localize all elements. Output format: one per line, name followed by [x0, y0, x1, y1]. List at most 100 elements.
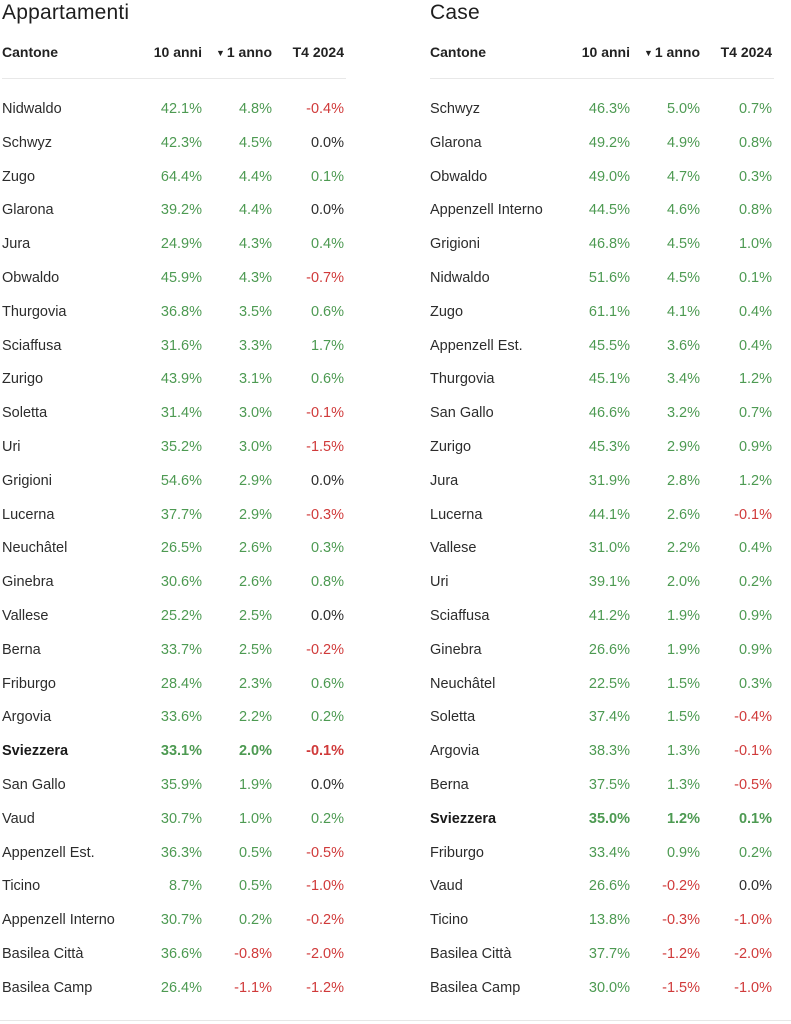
value-t4-2024: 0.2%	[310, 810, 344, 827]
canton-name: Basilea Città	[2, 945, 84, 962]
canton-name: San Gallo	[430, 405, 494, 422]
table-row: Basilea Città 37.7% -1.2% -2.0%	[430, 938, 774, 972]
value-10-anni: 31.0%	[588, 540, 630, 557]
value-10-anni: 44.5%	[588, 202, 630, 219]
table-row: Uri 35.2% 3.0% -1.5%	[2, 431, 346, 465]
value-1-anno: -1.2%	[662, 945, 700, 962]
canton-name: Obwaldo	[2, 269, 60, 286]
bottom-divider	[0, 1020, 791, 1021]
value-t4-2024: 0.9%	[738, 607, 772, 624]
value-1-anno: 2.5%	[238, 641, 272, 658]
canton-name: Appenzell Est.	[430, 337, 523, 354]
value-t4-2024: -0.5%	[734, 776, 772, 793]
canton-name: Thurgovia	[2, 303, 67, 320]
header-10-anni[interactable]: 10 anni	[153, 44, 202, 60]
value-1-anno: 1.5%	[666, 675, 700, 692]
canton-name: Basilea Camp	[430, 979, 521, 996]
canton-name: Friburgo	[430, 844, 484, 861]
value-1-anno: 0.9%	[666, 844, 700, 861]
value-1-anno: 4.3%	[238, 236, 272, 253]
canton-name: Glarona	[430, 134, 482, 151]
canton-name: Zugo	[430, 303, 464, 320]
value-1-anno: 3.4%	[666, 371, 700, 388]
value-10-anni: 25.2%	[160, 607, 202, 624]
table-row: Appenzell Interno 30.7% 0.2% -0.2%	[2, 904, 346, 938]
value-10-anni: 43.9%	[160, 371, 202, 388]
value-t4-2024: 0.3%	[738, 675, 772, 692]
value-t4-2024: 0.4%	[738, 337, 772, 354]
value-10-anni: 13.8%	[588, 912, 630, 929]
value-10-anni: 26.6%	[588, 878, 630, 895]
table-row: Berna 33.7% 2.5% -0.2%	[2, 634, 346, 668]
header-1-anno[interactable]: ▼ 1 anno	[215, 44, 272, 60]
header-cantone[interactable]: Cantone	[2, 44, 58, 60]
value-t4-2024: -0.4%	[734, 709, 772, 726]
header-t4-2024[interactable]: T4 2024	[292, 44, 344, 60]
table-row: Argovia 33.6% 2.2% 0.2%	[2, 701, 346, 735]
canton-name: Uri	[2, 438, 21, 455]
table-row: Zugo 61.1% 4.1% 0.4%	[430, 296, 774, 330]
table-row: Jura 31.9% 2.8% 1.2%	[430, 465, 774, 499]
header-cantone[interactable]: Cantone	[430, 44, 486, 60]
table-row: Grigioni 54.6% 2.9% 0.0%	[2, 465, 346, 499]
header-1-anno[interactable]: ▼ 1 anno	[643, 44, 700, 60]
value-t4-2024: -0.1%	[734, 506, 772, 523]
value-10-anni: 33.6%	[160, 709, 202, 726]
canton-name: Nidwaldo	[2, 101, 62, 117]
table-row: Appenzell Est. 36.3% 0.5% -0.5%	[2, 837, 346, 871]
value-t4-2024: 0.0%	[738, 878, 772, 895]
table-row: Uri 39.1% 2.0% 0.2%	[430, 566, 774, 600]
value-1-anno: 1.9%	[666, 641, 700, 658]
value-10-anni: 45.5%	[588, 337, 630, 354]
value-10-anni: 49.2%	[588, 134, 630, 151]
value-10-anni: 49.0%	[588, 168, 630, 185]
header-t4-2024[interactable]: T4 2024	[720, 44, 772, 60]
table-row: Nidwaldo 51.6% 4.5% 0.1%	[430, 262, 774, 296]
value-1-anno: -0.8%	[234, 945, 272, 962]
value-t4-2024: 0.3%	[738, 168, 772, 185]
value-1-anno: -0.3%	[662, 912, 700, 929]
table-row: Soletta 37.4% 1.5% -0.4%	[430, 701, 774, 735]
value-10-anni: 26.6%	[588, 641, 630, 658]
value-t4-2024: 0.0%	[310, 134, 344, 151]
header-10-anni[interactable]: 10 anni	[581, 44, 630, 60]
value-t4-2024: 0.8%	[738, 202, 772, 219]
canton-name: Nidwaldo	[430, 269, 490, 286]
value-1-anno: 2.9%	[666, 438, 700, 455]
canton-name: Ticino	[2, 878, 41, 895]
canton-name: Grigioni	[430, 236, 480, 253]
value-t4-2024: 0.6%	[310, 371, 344, 388]
value-t4-2024: -1.0%	[734, 979, 772, 996]
value-t4-2024: 0.8%	[310, 574, 344, 591]
value-t4-2024: -0.2%	[306, 912, 344, 929]
value-10-anni: 46.6%	[588, 405, 630, 422]
value-t4-2024: 1.0%	[738, 236, 772, 253]
value-1-anno: 4.6%	[666, 202, 700, 219]
value-t4-2024: 0.2%	[738, 574, 772, 591]
value-t4-2024: -0.2%	[306, 641, 344, 658]
value-1-anno: 4.5%	[666, 269, 700, 286]
table-row: Neuchâtel 26.5% 2.6% 0.3%	[2, 532, 346, 566]
value-t4-2024: 0.8%	[738, 134, 772, 151]
value-1-anno: 0.2%	[238, 912, 272, 929]
table-row: Zurigo 43.9% 3.1% 0.6%	[2, 363, 346, 397]
canton-name: Argovia	[430, 743, 480, 760]
value-1-anno: 3.3%	[238, 337, 272, 354]
value-1-anno: -0.2%	[662, 878, 700, 895]
canton-name: Appenzell Est.	[2, 844, 95, 861]
table-row: Friburgo 28.4% 2.3% 0.6%	[2, 668, 346, 702]
value-10-anni: 31.4%	[160, 405, 202, 422]
canton-name: Grigioni	[2, 472, 52, 489]
canton-name: Argovia	[2, 709, 52, 726]
table-row: Vallese 31.0% 2.2% 0.4%	[430, 532, 774, 566]
canton-name: San Gallo	[2, 776, 66, 793]
canton-name: Soletta	[2, 405, 48, 422]
value-t4-2024: 0.1%	[738, 810, 772, 827]
value-10-anni: 54.6%	[160, 472, 202, 489]
value-10-anni: 35.9%	[160, 776, 202, 793]
value-t4-2024: -1.0%	[306, 878, 344, 895]
value-10-anni: 45.3%	[588, 438, 630, 455]
canton-name: Obwaldo	[430, 168, 488, 185]
canton-name: Neuchâtel	[2, 540, 68, 557]
table-row: Argovia 38.3% 1.3% -0.1%	[430, 735, 774, 769]
